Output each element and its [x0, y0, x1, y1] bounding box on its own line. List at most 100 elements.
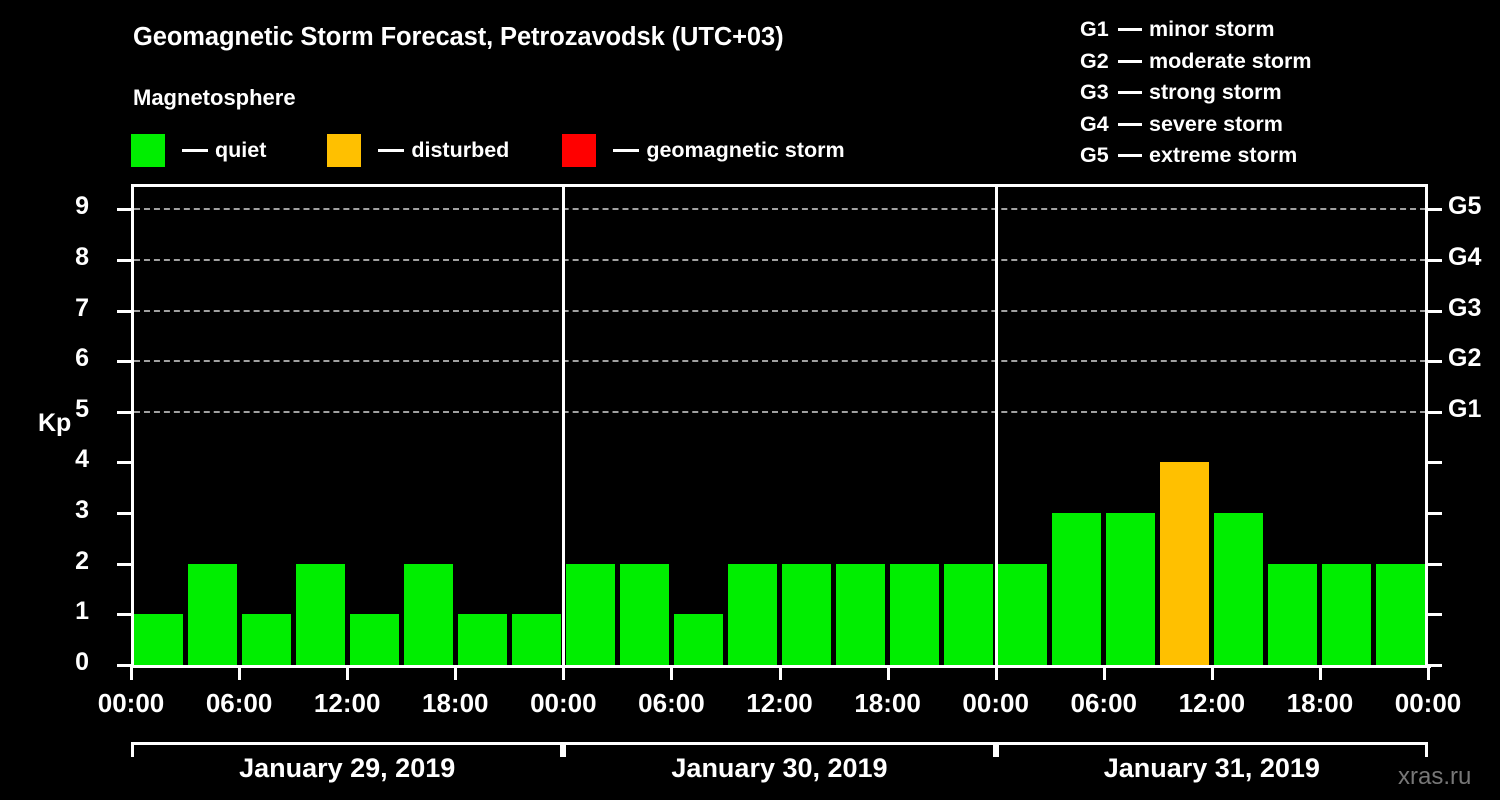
y-axis-tick-label: 2 — [75, 546, 89, 575]
bar — [890, 563, 940, 665]
y-axis-tick-label: 0 — [75, 648, 89, 676]
g-scale-dash-icon — [1118, 28, 1142, 32]
bar — [998, 563, 1048, 665]
g-scale-desc: minor storm — [1149, 17, 1275, 42]
g-axis-tick-label: G1 — [1448, 394, 1482, 423]
x-axis-baseline — [131, 665, 1431, 668]
g-scale-code: G1 — [1080, 17, 1109, 42]
y-axis-tick-right — [1428, 208, 1442, 212]
magnetosphere-section-label: Magnetosphere — [133, 85, 296, 110]
x-axis-tick-label: 12:00 — [313, 688, 381, 718]
page-title: Geomagnetic Storm Forecast, Petrozavodsk… — [133, 23, 784, 51]
x-axis-tick-label: 00:00 — [1394, 688, 1462, 718]
y-axis-tick-label: 7 — [75, 293, 89, 322]
bar — [1322, 563, 1372, 665]
y-axis-tick-right — [1428, 258, 1442, 262]
y-axis-title: Kp — [38, 409, 72, 437]
y-axis-tick-label: 5 — [75, 394, 89, 423]
y-axis-tick-label: 8 — [75, 242, 89, 271]
bar — [1052, 513, 1102, 665]
g-scale-legend: G1 minor storm G2 moderate storm G3 stro… — [1080, 14, 1312, 172]
g-scale-code: G5 — [1080, 143, 1109, 168]
date-label: January 29, 2019 — [239, 753, 456, 783]
bar — [187, 563, 237, 665]
y-axis-tick-right — [1428, 461, 1442, 465]
x-axis-tick — [994, 667, 998, 680]
x-axis-tick-label: 06:00 — [205, 688, 273, 718]
bar — [782, 563, 832, 665]
x-axis-tick — [130, 667, 133, 680]
legend-label-quiet: quiet — [215, 137, 267, 162]
g-scale-row: G2 moderate storm — [1080, 46, 1312, 78]
gridline — [134, 309, 1426, 312]
y-axis-tick-right — [1428, 410, 1442, 414]
gridline — [134, 208, 1426, 211]
date-label: January 30, 2019 — [671, 753, 888, 783]
y-axis-tick-right — [1428, 562, 1442, 566]
y-axis-tick-right — [1428, 613, 1442, 617]
bar — [673, 614, 723, 665]
y-axis-tick — [117, 664, 131, 667]
day-separator — [994, 184, 998, 667]
g-scale-row: G5 extreme storm — [1080, 140, 1312, 172]
bar — [1214, 513, 1264, 665]
disturbed-color-swatch — [327, 133, 362, 167]
date-bracket — [131, 742, 564, 757]
bar — [349, 614, 399, 665]
bar — [619, 563, 669, 665]
bar — [1376, 563, 1426, 665]
x-axis-tick-label: 00:00 — [530, 688, 597, 718]
g-axis-tick-label: G5 — [1448, 192, 1482, 221]
y-axis-tick — [117, 410, 131, 414]
x-axis-tick — [1318, 667, 1322, 680]
g-scale-dash-icon — [1118, 91, 1142, 95]
x-axis-tick — [1210, 667, 1214, 680]
g-scale-dash-icon — [1118, 122, 1142, 126]
gridline — [134, 410, 1426, 413]
day-separator — [562, 184, 566, 667]
y-axis-tick — [117, 512, 131, 516]
x-axis-tick-label: 06:00 — [1070, 688, 1138, 718]
bar-series — [131, 184, 1428, 665]
y-axis-tick-right — [1428, 512, 1442, 516]
color-legend: quiet disturbed geomagnetic storm — [131, 133, 845, 167]
bar — [944, 563, 994, 665]
y-axis-tick-label: 3 — [75, 496, 89, 525]
legend-item-quiet: quiet — [131, 133, 267, 167]
legend-label-geomagnetic-storm: geomagnetic storm — [646, 137, 845, 162]
legend-dash-icon — [182, 148, 208, 152]
legend-dash-icon — [378, 148, 405, 152]
x-axis-tick-label: 06:00 — [638, 688, 705, 718]
y-axis-tick-label: 1 — [75, 597, 89, 626]
y-axis-tick — [117, 461, 131, 465]
g-scale-row: G4 severe storm — [1080, 109, 1312, 141]
y-axis-tick — [117, 613, 131, 617]
y-axis-tick — [117, 309, 131, 313]
x-axis-tick-label: 12:00 — [746, 688, 813, 718]
gridline — [134, 360, 1426, 363]
date-bracket — [995, 742, 1428, 757]
g-scale-desc: severe storm — [1149, 111, 1283, 136]
y-axis-tick-label: 9 — [75, 192, 89, 221]
legend-label-disturbed: disturbed — [411, 137, 510, 162]
bar — [1268, 563, 1318, 665]
g-scale-desc: strong storm — [1149, 80, 1282, 105]
g-scale-code: G3 — [1080, 80, 1109, 105]
bar — [1106, 513, 1156, 665]
g-axis-tick-label: G4 — [1448, 242, 1482, 271]
bar — [403, 563, 453, 665]
legend-item-geomagnetic-storm: geomagnetic storm — [562, 133, 845, 167]
x-axis-tick — [454, 667, 458, 680]
x-axis-tick-label: 00:00 — [962, 688, 1029, 718]
bar — [133, 614, 183, 665]
date-bracket — [563, 742, 996, 757]
x-axis-tick — [1427, 667, 1430, 680]
legend-dash-icon — [613, 148, 640, 152]
bar — [457, 614, 507, 665]
quiet-color-swatch — [131, 133, 165, 167]
x-axis-tick-label: 00:00 — [97, 688, 165, 718]
x-axis-tick — [346, 667, 350, 680]
bar — [727, 563, 777, 665]
x-axis-tick — [238, 667, 242, 680]
x-axis-tick-label: 18:00 — [854, 688, 921, 718]
